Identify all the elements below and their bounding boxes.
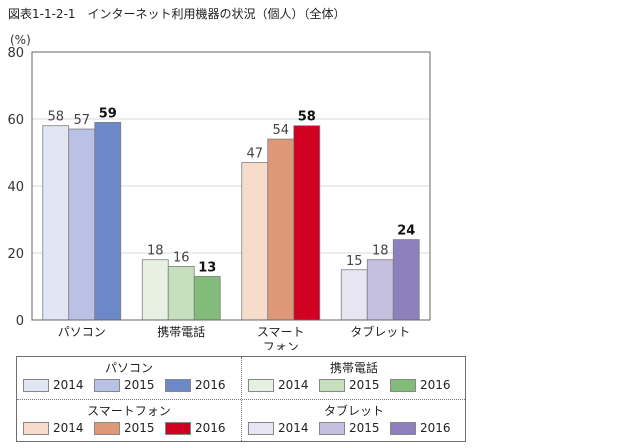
- data-label: 57: [73, 113, 90, 128]
- bar: [293, 125, 321, 321]
- bar: [366, 259, 394, 321]
- legend-swatch: [94, 421, 120, 435]
- legend-item: 2016: [390, 421, 461, 435]
- data-label: 59: [99, 106, 117, 121]
- legend-item: 2016: [165, 421, 236, 435]
- legend-swatch: [390, 378, 416, 392]
- legend-swatch: [94, 378, 120, 392]
- legend-swatch: [23, 421, 49, 435]
- data-label: 15: [346, 254, 363, 269]
- bar: [267, 138, 295, 321]
- bar: [94, 121, 122, 321]
- y-tick-label: 0: [16, 314, 24, 329]
- legend-group-tablet: タブレット 2014 2015 2016: [242, 400, 466, 442]
- legend-item: 2015: [319, 378, 390, 392]
- legend-swatch: [165, 421, 191, 435]
- legend-year-label: 2014: [53, 421, 84, 435]
- data-label: 16: [173, 250, 190, 265]
- legend-swatch: [248, 378, 274, 392]
- bars: [42, 121, 420, 321]
- x-tick-label: 携帯電話: [157, 324, 205, 339]
- legend-divider-horizontal: [17, 399, 465, 400]
- chart-title: 図表1-1-2-1 インターネット利用機器の状況（個人）（全体）: [8, 7, 346, 21]
- y-tick-label: 60: [7, 113, 24, 128]
- legend-year-label: 2016: [420, 378, 451, 392]
- legend-group-label: タブレット: [323, 404, 384, 418]
- y-tick-label: 80: [7, 46, 24, 61]
- legend-item: 2014: [248, 378, 319, 392]
- y-axis-unit: (%): [10, 33, 31, 47]
- legend: パソコン 2014 2015 2016 携帯電話 2014 2015 2016 スマート…: [16, 356, 466, 442]
- data-label: 47: [246, 147, 263, 162]
- legend-group-smartphone: スマートフォン 2014 2015 2016: [17, 400, 241, 442]
- plot-frame: [31, 51, 431, 321]
- legend-year-label: 2014: [278, 378, 309, 392]
- bar: [141, 259, 169, 321]
- legend-year-label: 2014: [278, 421, 309, 435]
- bar: [68, 128, 96, 321]
- legend-item: 2016: [165, 378, 236, 392]
- legend-group-label: スマートフォン: [87, 404, 171, 418]
- legend-item: 2015: [319, 421, 390, 435]
- y-tick-label: 20: [7, 247, 24, 262]
- legend-year-label: 2016: [420, 421, 451, 435]
- legend-item: 2014: [248, 421, 319, 435]
- legend-group-mobile: 携帯電話 2014 2015 2016: [242, 357, 466, 399]
- legend-item: 2016: [390, 378, 461, 392]
- legend-year-label: 2016: [195, 378, 226, 392]
- legend-item: 2015: [94, 378, 165, 392]
- x-tick-label: スマート: [257, 325, 305, 339]
- legend-group-pc: パソコン 2014 2015 2016: [17, 357, 241, 399]
- legend-year-label: 2014: [53, 378, 84, 392]
- legend-swatch: [319, 421, 345, 435]
- x-tick-label: フォン: [263, 340, 299, 350]
- legend-year-label: 2016: [195, 421, 226, 435]
- legend-swatch: [248, 421, 274, 435]
- y-tick-label: 40: [7, 180, 24, 195]
- data-label: 13: [198, 260, 216, 275]
- data-label: 58: [47, 110, 64, 125]
- data-label: 54: [272, 123, 289, 138]
- data-label: 18: [147, 244, 164, 259]
- axes: (%) 0 20 40 60 80 パソコン 携帯電話 スマートフォン タブレット: [7, 33, 431, 350]
- legend-year-label: 2015: [349, 378, 380, 392]
- bar: [340, 269, 368, 321]
- legend-year-label: 2015: [349, 421, 380, 435]
- bar-chart: 58 57 59 18 16 13 47 54 58 15 18 24 (%) 0 20 40 60 80 パソコ…: [7, 33, 431, 350]
- bar: [42, 125, 70, 321]
- legend-item: 2014: [23, 378, 94, 392]
- legend-swatch: [319, 378, 345, 392]
- x-tick-label: タブレット: [350, 324, 410, 339]
- legend-group-label: パソコン: [104, 361, 153, 375]
- bar: [241, 162, 269, 321]
- data-labels: 58 57 59 18 16 13 47 54 58 15 18 24: [47, 106, 415, 275]
- legend-group-label: 携帯電話: [329, 361, 378, 375]
- legend-year-label: 2015: [124, 378, 155, 392]
- legend-swatch: [390, 421, 416, 435]
- legend-year-label: 2015: [124, 421, 155, 435]
- data-label: 58: [298, 110, 316, 125]
- bar: [193, 276, 221, 321]
- data-label: 18: [372, 244, 389, 259]
- legend-swatch: [165, 378, 191, 392]
- legend-item: 2014: [23, 421, 94, 435]
- bar: [167, 265, 195, 321]
- x-tick-label: パソコン: [58, 325, 106, 339]
- legend-item: 2015: [94, 421, 165, 435]
- bar: [392, 239, 420, 321]
- data-label: 24: [397, 224, 415, 239]
- legend-swatch: [23, 378, 49, 392]
